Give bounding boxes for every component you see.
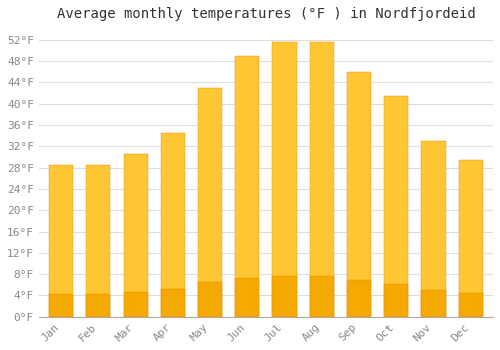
Bar bbox=[49, 294, 73, 317]
Bar bbox=[384, 284, 408, 317]
Bar bbox=[384, 96, 408, 317]
Bar bbox=[160, 289, 185, 317]
Bar bbox=[86, 165, 110, 317]
Bar bbox=[124, 154, 148, 317]
Bar bbox=[235, 56, 260, 317]
Bar bbox=[272, 42, 296, 317]
Bar bbox=[458, 160, 483, 317]
Bar bbox=[235, 278, 260, 317]
Bar bbox=[86, 294, 110, 317]
Bar bbox=[422, 290, 446, 317]
Bar bbox=[347, 72, 371, 317]
Bar bbox=[347, 280, 371, 317]
Bar bbox=[49, 165, 73, 317]
Bar bbox=[198, 282, 222, 317]
Bar bbox=[310, 42, 334, 317]
Bar bbox=[422, 141, 446, 317]
Bar bbox=[198, 88, 222, 317]
Bar bbox=[272, 276, 296, 317]
Bar bbox=[310, 276, 334, 317]
Bar bbox=[124, 293, 148, 317]
Bar bbox=[160, 133, 185, 317]
Title: Average monthly temperatures (°F ) in Nordfjordeid: Average monthly temperatures (°F ) in No… bbox=[56, 7, 476, 21]
Bar bbox=[458, 293, 483, 317]
